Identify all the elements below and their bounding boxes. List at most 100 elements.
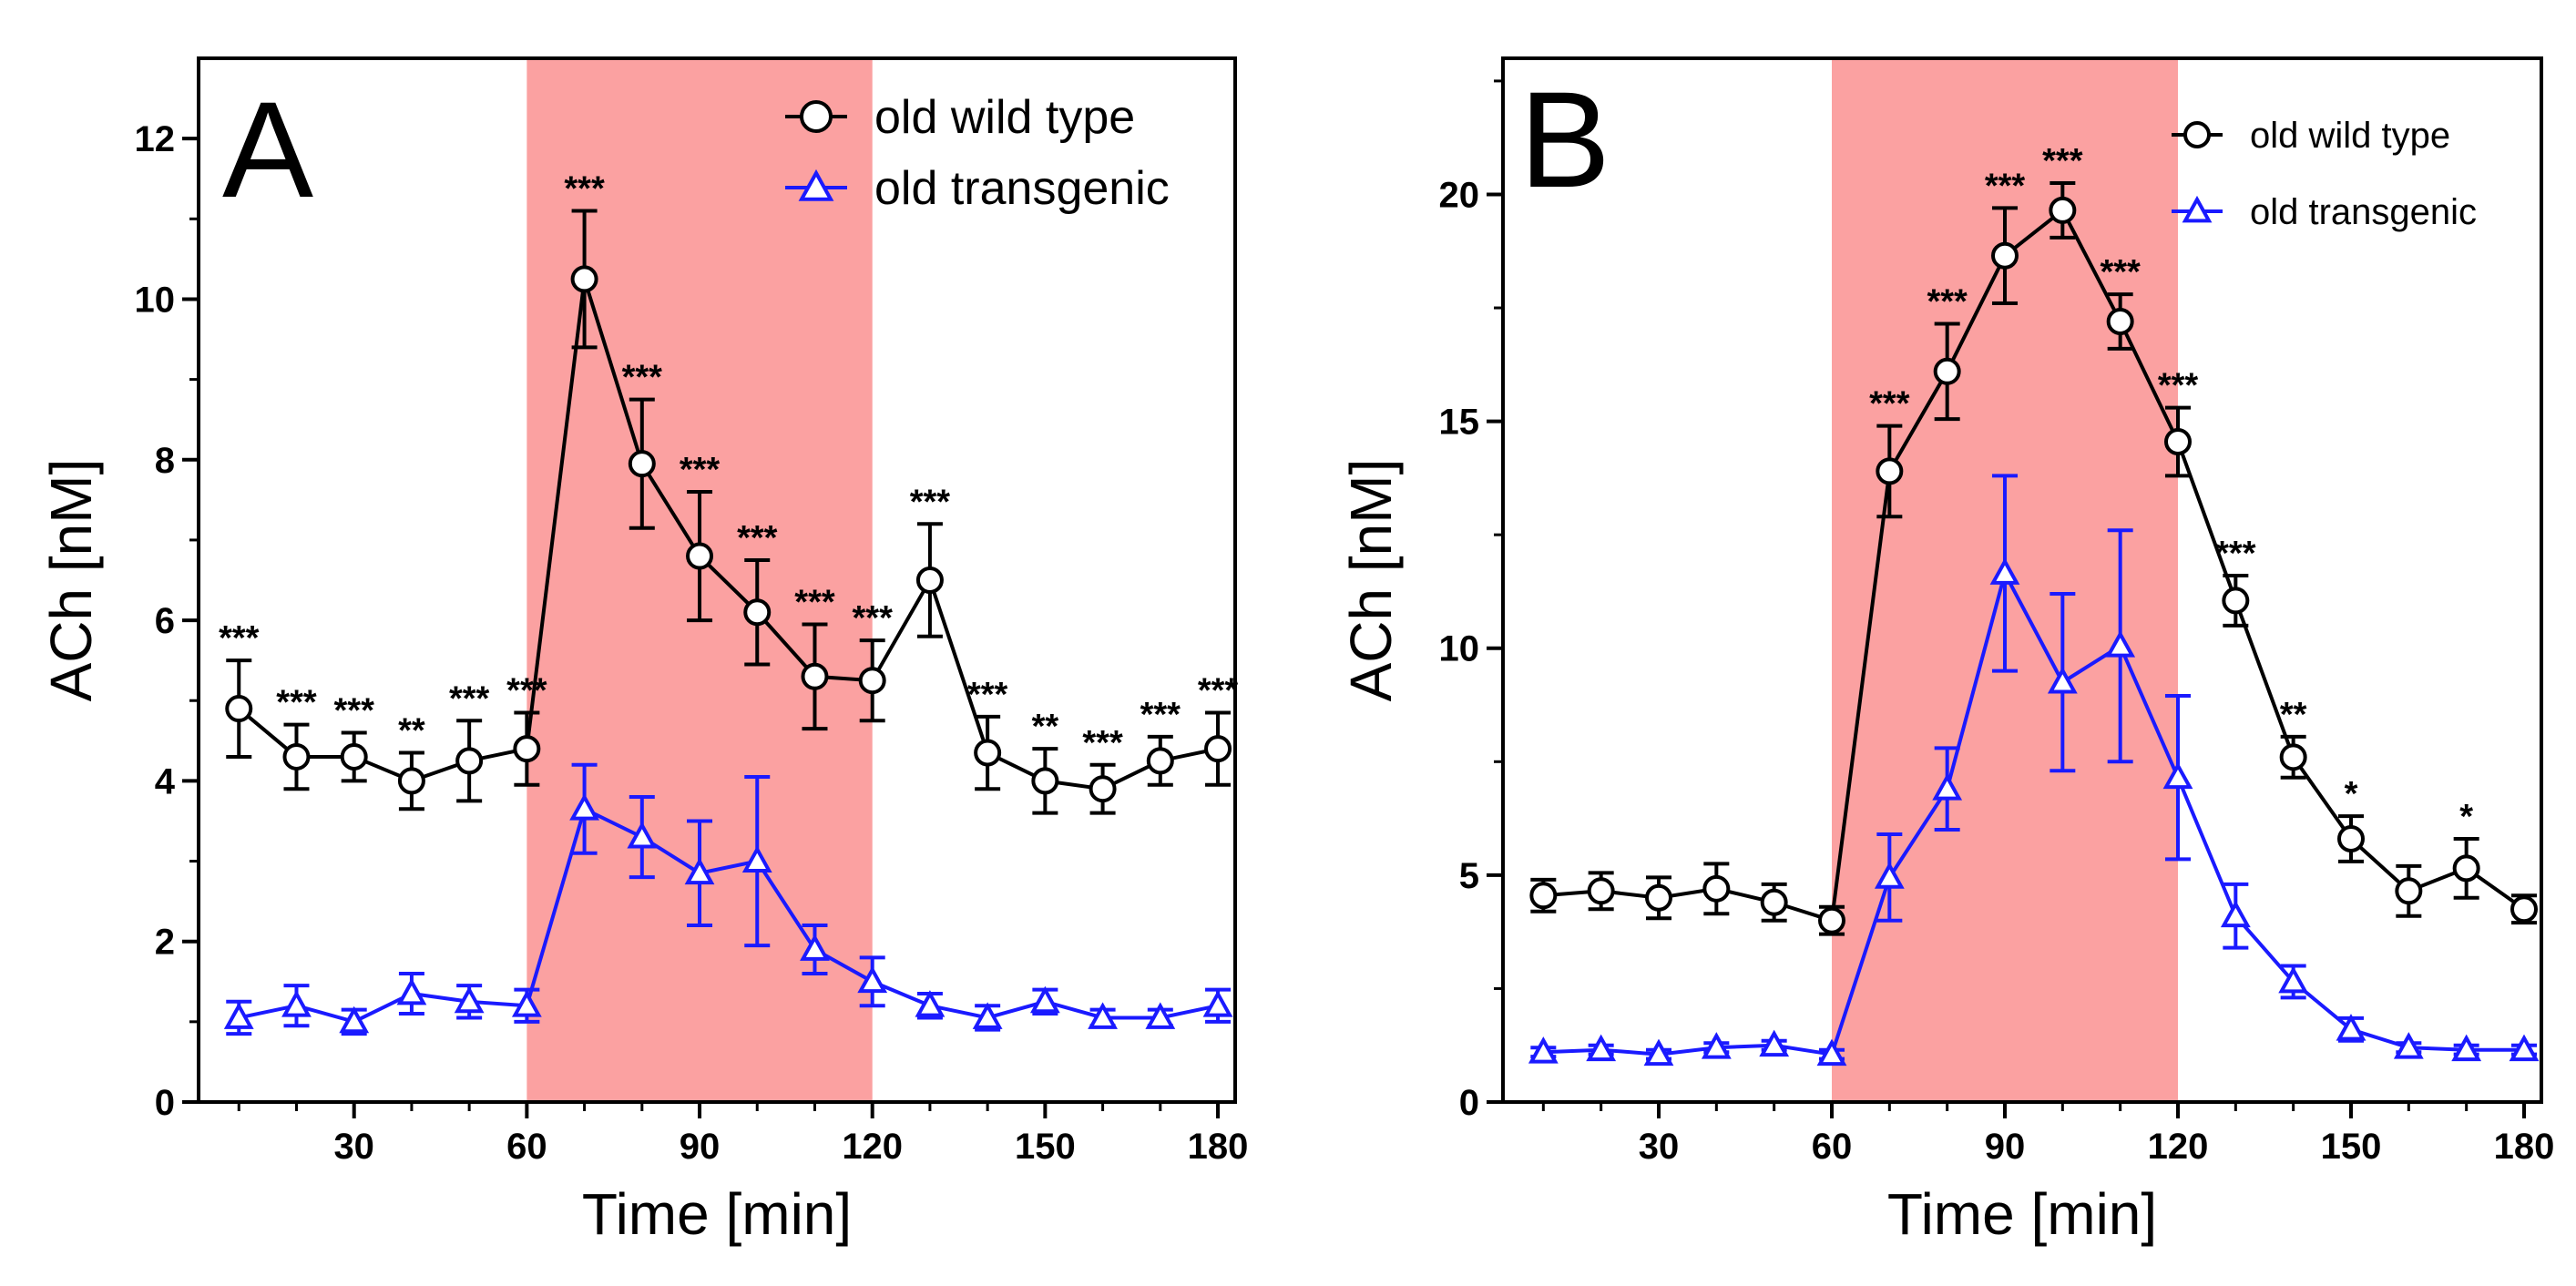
data-point-transgenic: [569, 793, 599, 821]
significance-label: **: [2280, 696, 2307, 734]
data-point-wild-type: [570, 265, 598, 293]
significance-label: ***: [334, 691, 375, 730]
data-point-wild-type: [513, 735, 541, 763]
data-point-transgenic: [1586, 1034, 1617, 1062]
significance-label: ***: [2215, 535, 2256, 573]
x-tick-label: 150: [2321, 1127, 2382, 1167]
significance-label: ***: [506, 671, 547, 709]
data-point-transgenic: [454, 985, 485, 1014]
data-point-transgenic: [2278, 965, 2309, 994]
y-tick-label: 0: [1459, 1083, 1479, 1123]
significance-label: ***: [794, 583, 835, 621]
data-point-wild-type: [1587, 877, 1615, 905]
data-point-transgenic: [2336, 1014, 2366, 1041]
data-point-wild-type: [915, 566, 944, 594]
data-point-wild-type: [1089, 775, 1117, 803]
x-tick-label: 60: [506, 1127, 547, 1167]
data-point-wild-type: [225, 695, 253, 723]
data-point-transgenic: [2451, 1034, 2482, 1062]
data-point-wild-type: [2395, 877, 2423, 905]
data-point-transgenic: [1701, 1032, 1732, 1059]
data-point-wild-type: [2510, 895, 2538, 924]
data-point-transgenic: [741, 845, 772, 873]
significance-label: ***: [2042, 142, 2083, 180]
data-point-wild-type: [455, 747, 484, 775]
panel-b-marks: *************************: [1528, 142, 2540, 1067]
data-point-wild-type: [858, 667, 886, 695]
data-point-wild-type: [2222, 587, 2250, 615]
panel-b-ticks: 30 60 90 120 150 180 0 5 10 15 20: [1439, 79, 2555, 1167]
data-point-transgenic: [1816, 1038, 1847, 1067]
y-tick-label: 6: [155, 601, 175, 641]
data-point-wild-type: [974, 739, 1002, 767]
data-point-transgenic: [2047, 666, 2078, 694]
data-point-transgenic: [1202, 990, 1233, 1017]
legend: old wild type old transgenic: [2172, 116, 2477, 232]
legend-marker-triangle-icon: [798, 168, 834, 201]
data-point-transgenic: [972, 1002, 1003, 1029]
data-point-transgenic: [223, 1002, 254, 1029]
y-axis-title: ACh [nM]: [1338, 459, 1404, 702]
significance-label: *: [2345, 775, 2358, 813]
y-axis-title: ACh [nM]: [38, 459, 104, 702]
data-point-transgenic: [1029, 985, 1060, 1014]
data-point-transgenic: [1643, 1038, 1674, 1067]
significance-label: ***: [1869, 385, 1910, 424]
significance-label: ***: [737, 519, 778, 557]
x-tick-label: 120: [2148, 1127, 2209, 1167]
data-point-transgenic: [857, 965, 888, 994]
y-tick-label: 10: [1439, 629, 1480, 669]
significance-label: ***: [276, 684, 317, 722]
significance-label: *: [2459, 798, 2473, 836]
data-point-wild-type: [686, 542, 714, 570]
x-tick-label: 90: [1985, 1127, 2026, 1167]
data-point-transgenic: [281, 990, 312, 1017]
data-point-wild-type: [1146, 747, 1174, 775]
y-tick-label: 20: [1439, 175, 1480, 215]
legend-marker-triangle-icon: [2182, 195, 2213, 223]
data-point-wild-type: [2452, 854, 2480, 883]
data-point-wild-type: [1818, 906, 1845, 934]
data-point-transgenic: [2220, 900, 2251, 928]
data-point-wild-type: [2337, 825, 2365, 853]
x-tick-label: 180: [2494, 1127, 2555, 1167]
significance-label: ***: [967, 676, 1008, 714]
data-point-transgenic: [511, 990, 542, 1017]
data-point-wild-type: [1876, 457, 1904, 485]
data-point-transgenic: [800, 934, 830, 961]
significance-label: ***: [564, 169, 605, 208]
significance-label: **: [398, 712, 425, 750]
data-point-wild-type: [801, 662, 829, 690]
plot-frame: [1501, 56, 2543, 1104]
data-point-wild-type: [2164, 428, 2192, 456]
data-point-wild-type: [743, 598, 772, 627]
data-point-wild-type: [1529, 882, 1558, 910]
data-point-transgenic: [2105, 630, 2136, 658]
data-point-wild-type: [1702, 874, 1731, 903]
x-tick-label: 30: [1639, 1127, 1680, 1167]
data-point-transgenic: [1874, 862, 1905, 889]
panel-a-ticks: 30 60 90 120 150 180 0 2 4 6 8 10 12: [135, 119, 1249, 1167]
y-tick-label: 4: [155, 761, 176, 801]
data-point-wild-type: [397, 767, 425, 795]
panel-a-marks: ****** ******** ****************** ********…: [219, 169, 1238, 1036]
legend-marker-circle-icon: [2183, 121, 2211, 148]
y-tick-label: 5: [1459, 856, 1479, 896]
y-tick-label: 2: [155, 923, 175, 963]
y-tick-label: 10: [135, 280, 176, 320]
data-point-wild-type: [282, 742, 311, 771]
panel-a: ****** ******** ****************** ********…: [38, 56, 1249, 1247]
data-point-transgenic: [396, 977, 427, 1005]
y-tick-label: 12: [135, 119, 176, 159]
data-point-wild-type: [1760, 888, 1788, 916]
significance-label: **: [1032, 708, 1059, 746]
x-tick-label: 120: [842, 1127, 903, 1167]
data-point-wild-type: [1933, 357, 1961, 385]
legend-item-wild-type: old wild type: [2172, 116, 2450, 156]
data-point-wild-type: [1031, 767, 1059, 795]
data-point-transgenic: [1759, 1029, 1790, 1057]
significance-label: ***: [1082, 724, 1123, 762]
data-point-transgenic: [627, 821, 658, 849]
legend-label-transgenic: old transgenic: [2250, 192, 2477, 232]
significance-label: ***: [2158, 367, 2199, 405]
